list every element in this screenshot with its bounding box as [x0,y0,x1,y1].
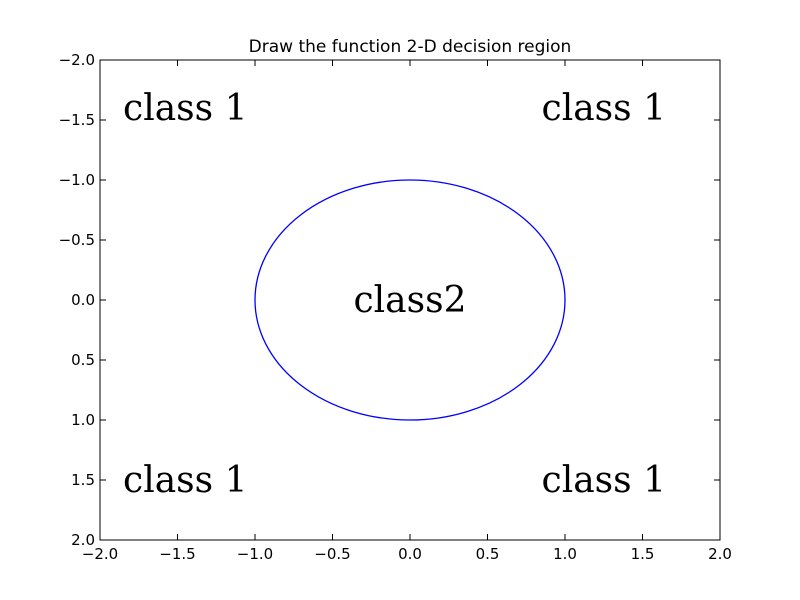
y-tick-label: −1.0 [59,171,95,189]
y-tick-label: 1.0 [71,411,95,429]
x-tick-label: −1.5 [159,545,195,563]
y-tick-label: 1.5 [71,471,95,489]
x-tick-label: −1.0 [237,545,273,563]
x-tick-label: −2.0 [82,545,118,563]
x-tick-label: −0.5 [314,545,350,563]
x-tick-label: 1.5 [631,545,655,563]
region-label: class 1 [123,460,247,501]
x-tick-label: 0.5 [476,545,500,563]
region-label: class 1 [542,460,666,501]
plot-area [99,59,721,541]
y-tick-label: −1.5 [59,111,95,129]
region-label: class 1 [123,88,247,129]
y-tick-label: 0.0 [71,291,95,309]
region-label: class2 [354,280,467,321]
y-tick-label: −0.5 [59,231,95,249]
x-tick-label: 0.0 [398,545,422,563]
axis-ticks: −2.0 −1.5 −1.0 −0.5 0.0 0.5 1.0 1.5 2.0−2.0−1.5−… [59,51,732,563]
x-tick-label: 1.0 [553,545,577,563]
annotation-layer: class 1 class 1 class2 class 1 class 1 [123,88,666,501]
y-tick-label: 2.0 [71,531,95,549]
region-label: class 1 [542,88,666,129]
decision-boundary-circle [254,179,566,421]
chart-title: Draw the function 2-D decision region [249,37,572,57]
x-tick-label: 2.0 [708,545,732,563]
y-tick-label: 0.5 [71,351,95,369]
y-tick-label: −2.0 [59,51,95,69]
series-layer [254,179,566,421]
